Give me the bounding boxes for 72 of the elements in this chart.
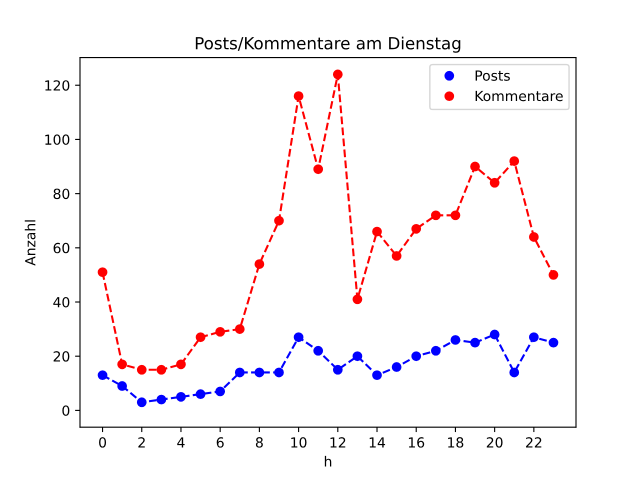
y-tick-label: 60 [54,242,70,254]
point [274,368,284,378]
x-tick-label: 4 [177,437,185,448]
point [352,351,362,362]
point [490,330,500,340]
point [528,232,539,242]
point [254,259,264,269]
point [392,251,402,261]
point [156,364,166,375]
point [430,346,441,356]
point [392,362,402,372]
point [332,70,343,80]
point [313,346,324,356]
point [470,162,480,172]
point [372,370,382,380]
x-tick-label: 2 [138,437,145,448]
x-tick-label: 10 [291,437,307,448]
x-tick-label: 20 [486,437,503,448]
y-tick-label: 100 [45,134,70,145]
point [136,397,147,408]
x-tick-label: 14 [370,437,386,448]
x-tick-label: 22 [526,437,542,448]
point [215,386,226,396]
point [234,368,245,378]
x-tick-label: 8 [256,437,263,448]
x-tick-label: 6 [216,437,224,448]
point [234,324,245,334]
point [196,389,206,400]
y-axis-title: Anzahl [24,220,36,266]
y-tick-label: 0 [62,405,70,416]
point [509,156,520,166]
point [509,368,520,378]
y-tick-label: 80 [54,188,70,200]
point [117,359,128,370]
y-tick-label: 120 [45,80,70,91]
point [294,91,304,101]
y-tick-label: 40 [53,296,70,308]
point [98,267,108,278]
point [411,351,422,362]
point [332,364,343,375]
point [136,364,147,375]
point [176,359,186,370]
point [470,338,480,348]
point [430,210,441,220]
point [98,370,108,380]
x-axis-title: h [324,456,332,466]
point [528,332,539,342]
point [548,338,558,348]
point [215,326,226,337]
x-tick-label: 12 [330,437,346,448]
y-tick-label: 20 [54,351,70,362]
point [254,368,264,378]
point [313,164,324,174]
point [548,270,558,280]
point [450,335,460,345]
point [176,392,186,402]
x-tick-label: 0 [99,437,106,448]
point [411,224,422,234]
legend-label: Kommentare [476,90,563,102]
x-tick-label: 16 [408,437,424,448]
point [156,394,166,404]
point [274,216,284,226]
point [294,332,304,342]
chart-title: Posts/Kommentare am Dienstag [196,36,460,53]
point [117,381,128,391]
x-tick-label: 18 [448,437,464,448]
point [372,226,382,236]
point [196,332,206,342]
point [490,178,500,188]
point [352,294,362,304]
legend-label: Posts [476,70,510,81]
point [450,210,460,220]
